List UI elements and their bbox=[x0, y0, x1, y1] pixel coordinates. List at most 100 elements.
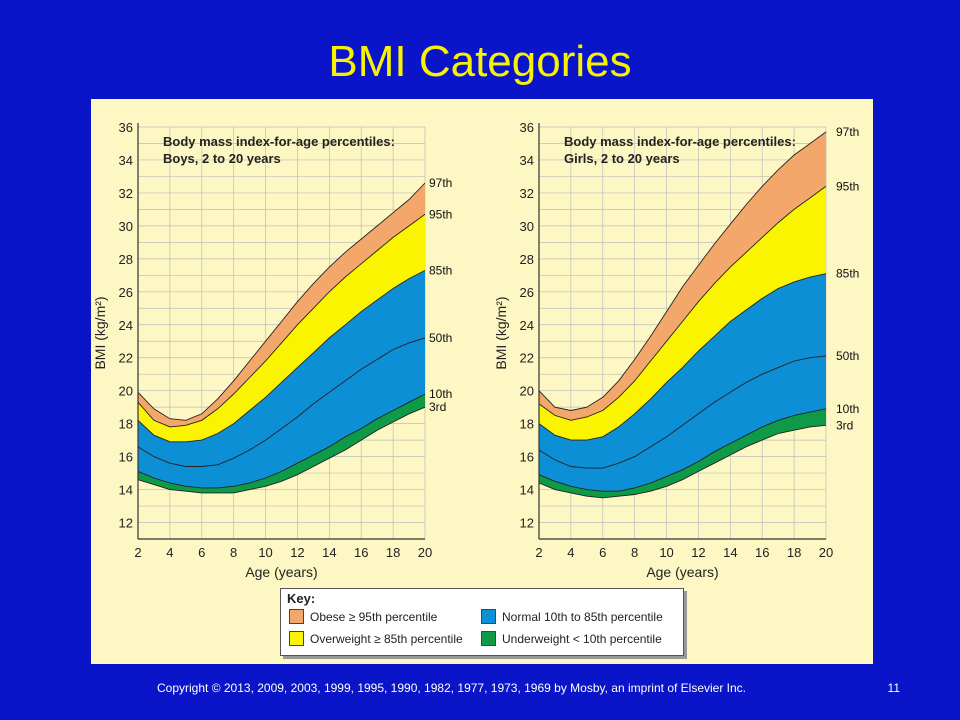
obese-swatch bbox=[289, 609, 304, 624]
percentile-label: 95th bbox=[429, 207, 452, 221]
chart-subtitle: Girls, 2 to 20 years bbox=[564, 151, 680, 166]
y-tick-label: 28 bbox=[520, 252, 534, 267]
percentile-label: 97th bbox=[836, 125, 859, 139]
y-tick-label: 24 bbox=[119, 318, 133, 333]
y-tick-label: 16 bbox=[520, 450, 534, 465]
x-tick-label: 4 bbox=[567, 545, 574, 560]
y-tick-label: 26 bbox=[119, 285, 133, 300]
key-label-overweight: Overweight ≥ 85th percentile bbox=[310, 631, 463, 646]
y-tick-label: 36 bbox=[520, 120, 534, 135]
percentile-line-85th bbox=[137, 270, 426, 443]
x-tick-label: 18 bbox=[787, 545, 801, 560]
underweight-band bbox=[539, 408, 826, 498]
percentile-label: 50th bbox=[836, 349, 859, 363]
percentile-line-95th bbox=[538, 185, 827, 421]
slide-title: BMI Categories bbox=[328, 37, 632, 86]
chart-subtitle: Boys, 2 to 20 years bbox=[163, 151, 281, 166]
boys-chart: 97th95th85th50th10th3rd12141618202224262… bbox=[92, 120, 452, 580]
key-item-overweight: Overweight ≥ 85th percentile bbox=[289, 631, 463, 646]
overweight-band bbox=[539, 186, 826, 441]
x-tick-label: 12 bbox=[691, 545, 705, 560]
y-tick-label: 24 bbox=[520, 318, 534, 333]
normal-band-upper bbox=[539, 273, 826, 469]
percentile-line-10th bbox=[137, 393, 426, 489]
x-tick-label: 20 bbox=[819, 545, 833, 560]
y-axis-label: BMI (kg/m²) bbox=[92, 296, 108, 369]
percentile-line-50th bbox=[137, 337, 426, 467]
x-tick-label: 16 bbox=[755, 545, 769, 560]
percentile-label: 97th bbox=[429, 176, 452, 190]
percentile-line-97th bbox=[538, 131, 827, 411]
normal-band-lower bbox=[539, 356, 826, 492]
normal-swatch bbox=[481, 609, 496, 624]
y-tick-label: 12 bbox=[119, 516, 133, 531]
x-tick-label: 8 bbox=[230, 545, 237, 560]
percentile-label: 3rd bbox=[836, 418, 853, 432]
x-tick-label: 6 bbox=[198, 545, 205, 560]
y-tick-label: 20 bbox=[119, 384, 133, 399]
x-tick-label: 2 bbox=[134, 545, 141, 560]
x-tick-label: 16 bbox=[354, 545, 368, 560]
key-label-obese: Obese ≥ 95th percentile bbox=[310, 609, 438, 624]
percentile-label: 10th bbox=[836, 402, 859, 416]
percentile-line-85th bbox=[538, 273, 827, 441]
obese-band bbox=[539, 131, 826, 421]
chart-key: Key: Obese ≥ 95th percentile Normal 10th… bbox=[280, 588, 684, 656]
y-tick-label: 14 bbox=[520, 483, 534, 498]
x-tick-label: 8 bbox=[631, 545, 638, 560]
y-tick-label: 30 bbox=[520, 219, 534, 234]
x-tick-label: 10 bbox=[659, 545, 673, 560]
x-tick-label: 10 bbox=[258, 545, 272, 560]
key-item-underweight: Underweight < 10th percentile bbox=[481, 631, 662, 646]
overweight-band bbox=[138, 214, 425, 442]
percentile-label: 85th bbox=[429, 263, 452, 277]
x-tick-label: 14 bbox=[723, 545, 737, 560]
x-tick-label: 4 bbox=[166, 545, 173, 560]
y-tick-label: 34 bbox=[119, 153, 133, 168]
percentile-label: 50th bbox=[429, 331, 452, 345]
chart-title: Body mass index-for-age percentiles: bbox=[564, 134, 796, 149]
x-tick-label: 6 bbox=[599, 545, 606, 560]
y-tick-label: 30 bbox=[119, 219, 133, 234]
percentile-line-50th bbox=[538, 355, 827, 469]
percentile-label: 10th bbox=[429, 387, 452, 401]
percentile-line-3rd bbox=[137, 406, 426, 494]
y-tick-label: 12 bbox=[520, 516, 534, 531]
key-label-normal: Normal 10th to 85th percentile bbox=[502, 609, 663, 624]
y-tick-label: 26 bbox=[520, 285, 534, 300]
percentile-line-95th bbox=[137, 213, 426, 428]
key-label-underweight: Underweight < 10th percentile bbox=[502, 631, 662, 646]
x-tick-label: 12 bbox=[290, 545, 304, 560]
key-item-obese: Obese ≥ 95th percentile bbox=[289, 609, 437, 624]
y-tick-label: 20 bbox=[520, 384, 534, 399]
percentile-line-97th bbox=[137, 182, 426, 421]
x-axis-label: Age (years) bbox=[245, 564, 317, 580]
y-tick-label: 16 bbox=[119, 450, 133, 465]
percentile-line-3rd bbox=[538, 424, 827, 499]
key-item-normal: Normal 10th to 85th percentile bbox=[481, 609, 663, 624]
y-tick-label: 32 bbox=[520, 186, 534, 201]
girls-chart: 97th95th85th50th10th3rd12141618202224262… bbox=[493, 120, 859, 580]
y-tick-label: 22 bbox=[520, 351, 534, 366]
overweight-swatch bbox=[289, 631, 304, 646]
x-tick-label: 2 bbox=[535, 545, 542, 560]
underweight-swatch bbox=[481, 631, 496, 646]
x-tick-label: 14 bbox=[322, 545, 336, 560]
percentile-label: 3rd bbox=[429, 400, 446, 414]
chart-title: Body mass index-for-age percentiles: bbox=[163, 134, 395, 149]
x-tick-label: 18 bbox=[386, 545, 400, 560]
x-axis-label: Age (years) bbox=[646, 564, 718, 580]
y-tick-label: 22 bbox=[119, 351, 133, 366]
y-tick-label: 18 bbox=[119, 417, 133, 432]
y-tick-label: 14 bbox=[119, 483, 133, 498]
page-number: 11 bbox=[887, 681, 900, 695]
y-tick-label: 18 bbox=[520, 417, 534, 432]
normal-band-upper bbox=[138, 270, 425, 467]
bmi-charts: 97th95th85th50th10th3rd12141618202224262… bbox=[92, 120, 859, 580]
y-axis-label: BMI (kg/m²) bbox=[493, 296, 509, 369]
percentile-label: 85th bbox=[836, 267, 859, 281]
y-tick-label: 32 bbox=[119, 186, 133, 201]
percentile-line-10th bbox=[538, 408, 827, 492]
copyright-footer: Copyright © 2013, 2009, 2003, 1999, 1995… bbox=[157, 681, 747, 695]
key-title: Key: bbox=[287, 591, 316, 606]
